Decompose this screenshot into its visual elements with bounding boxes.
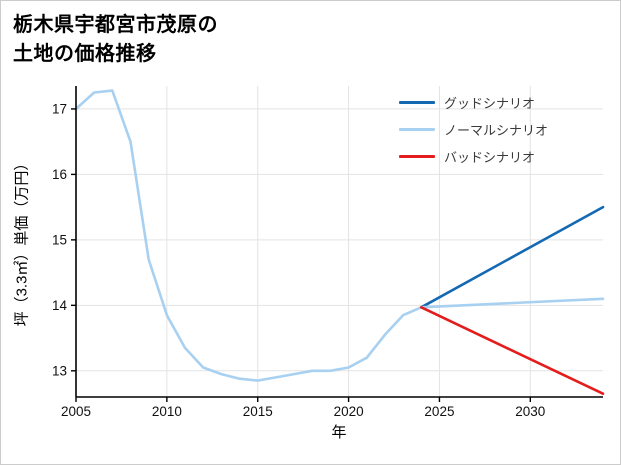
- legend-line-swatch-bad: [399, 154, 435, 158]
- y-tick-label: 17: [52, 101, 67, 116]
- legend-item-bad-scenario: バッドシナリオ: [399, 147, 548, 165]
- x-tick-label: 2010: [152, 404, 182, 419]
- series-line-normal-scenario: [419, 297, 605, 309]
- y-axis-label: 坪（3.3㎡）単価（万円）: [13, 155, 31, 327]
- series-line-good-scenario: [419, 205, 605, 309]
- y-tick-label: 16: [52, 167, 67, 182]
- series-line-history: [74, 89, 423, 382]
- x-tick-label: 2020: [334, 404, 364, 419]
- page-title-line-1: 栃木県宇都宮市茂原の: [13, 14, 218, 36]
- y-tick-label: 13: [52, 363, 67, 378]
- x-axis-label: 年: [331, 424, 347, 441]
- x-tick-label: 2030: [515, 404, 545, 419]
- legend-label-normal: ノーマルシナリオ: [444, 122, 549, 138]
- legend-label-bad: バッドシナリオ: [444, 149, 536, 165]
- x-tick-label: 2005: [61, 404, 91, 419]
- page-title-line-2: 土地の価格推移: [13, 43, 157, 65]
- legend-label-good: グッドシナリオ: [444, 95, 536, 111]
- y-tick-label: 15: [52, 232, 67, 247]
- legend-item-normal-scenario: ノーマルシナリオ: [399, 120, 548, 138]
- legend-line-swatch-good: [399, 100, 435, 104]
- y-tick-label: 14: [52, 298, 68, 313]
- x-tick-label: 2015: [243, 404, 273, 419]
- page-title: 栃木県宇都宮市茂原の 土地の価格推移: [13, 11, 218, 69]
- legend-line-swatch-normal: [399, 127, 435, 131]
- chart-legend: グッドシナリオ ノーマルシナリオ バッドシナリオ: [399, 93, 548, 165]
- legend-item-good-scenario: グッドシナリオ: [399, 93, 548, 111]
- series-line-bad-scenario: [419, 305, 605, 396]
- x-tick-label: 2025: [424, 404, 454, 419]
